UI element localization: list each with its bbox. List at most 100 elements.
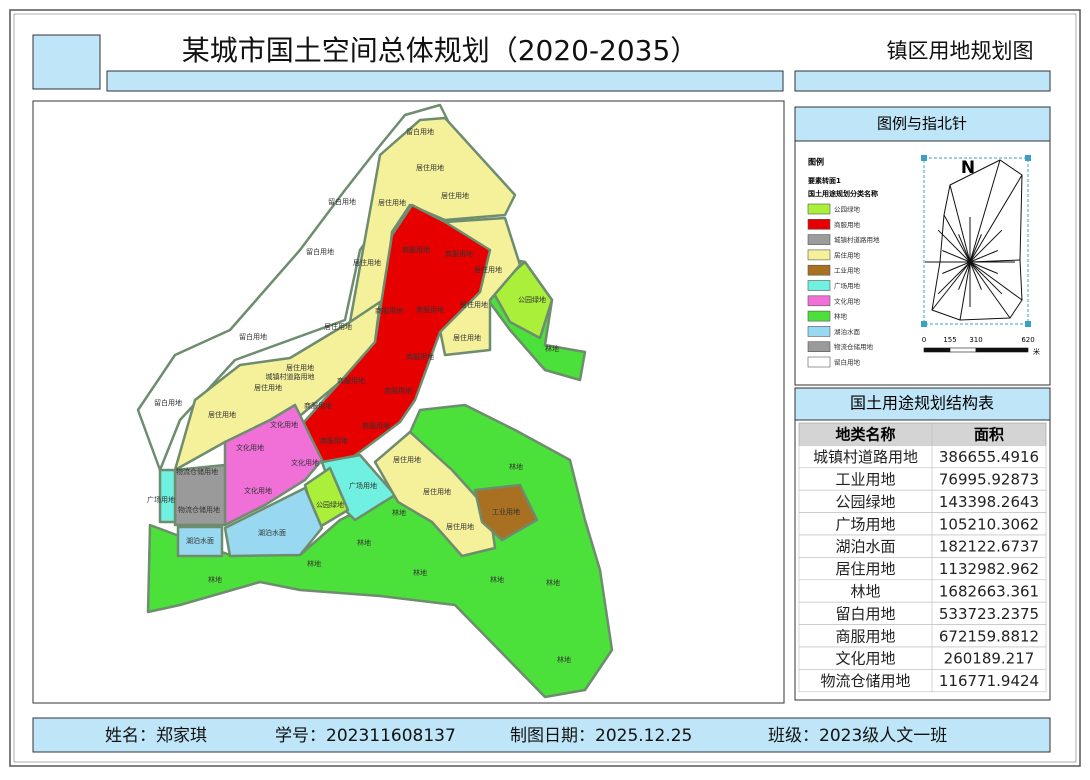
scale-tick-label: 310	[969, 336, 982, 344]
parcel-label: 林地	[307, 559, 321, 568]
parcel-label: 广场用地	[147, 495, 175, 504]
table-cell: 260189.217	[944, 650, 1035, 668]
legend-swatch	[807, 203, 831, 215]
compass-ray	[937, 229, 971, 263]
table-cell: 672159.8812	[939, 627, 1039, 645]
parcel-label: 公园绿地	[316, 500, 344, 509]
map: 留白用地留白用地留白用地留白用地留白用地居住用地居住用地居住用地居住用地居住用地…	[136, 103, 614, 699]
title-bar	[106, 70, 784, 92]
north-label: N	[961, 158, 975, 178]
column-header: 面积	[974, 426, 1004, 444]
footer-item: 姓名：郑家琪	[105, 726, 207, 746]
legend-swatch	[807, 326, 831, 337]
handle	[1025, 155, 1031, 161]
footer-bar	[32, 717, 1051, 753]
legend-swatch	[807, 341, 831, 353]
legend-swatch	[807, 264, 831, 276]
parcel-label: 广场用地	[349, 481, 377, 490]
scale-segment	[923, 347, 951, 353]
legend-label: 林地	[834, 312, 848, 321]
parcel-label: 林地	[546, 578, 560, 587]
parcel-label: 留白用地	[406, 127, 434, 136]
table-cell: 城镇村道路用地	[813, 448, 918, 466]
parcel-label: 商服用地	[445, 249, 473, 258]
parcel-label: 商服用地	[337, 376, 365, 385]
parcel-label: 商服用地	[402, 245, 430, 254]
legend-label: 工业用地	[834, 266, 861, 275]
industrial	[473, 483, 539, 542]
map-subtitle: 镇区用地规划图	[887, 39, 1034, 63]
lake	[176, 525, 224, 558]
inner-border	[13, 13, 1077, 763]
table-cell: 143398.2643	[939, 493, 1039, 511]
table-cell: 116771.9424	[939, 672, 1039, 690]
legend-swatch	[807, 234, 831, 245]
table-cell: 物流仓储用地	[820, 672, 910, 690]
compass-ray	[949, 184, 971, 263]
parcel-label: 商服用地	[416, 305, 444, 314]
parcel-label: 居住用地	[286, 363, 314, 372]
parcel-label: 商服用地	[384, 386, 412, 395]
scale-tick-label: 155	[943, 336, 956, 344]
parcel-label: 林地	[545, 344, 559, 353]
legend-swatch	[807, 356, 831, 368]
parcel-label: 留白用地	[306, 247, 334, 256]
compass-ray	[931, 261, 971, 311]
north-frame	[923, 157, 1029, 325]
table-cell: 工业用地	[835, 471, 895, 489]
table-cell: 林地	[850, 583, 880, 601]
scale-segment	[975, 347, 1029, 353]
parcel-label: 商服用地	[320, 436, 348, 445]
north-arrow	[921, 155, 1031, 327]
parcel-label: 商服用地	[304, 401, 332, 410]
parcel-label: 物流仓储用地	[176, 467, 218, 476]
footer-item: 班级：2023级人文一班	[768, 726, 947, 746]
parcel-label: 居住用地	[208, 410, 236, 419]
table-cell: 182122.6737	[939, 538, 1039, 556]
compass-ray	[943, 214, 971, 263]
scale-segment	[949, 347, 977, 353]
table-cell: 1132982.962	[939, 560, 1039, 578]
compass-ray	[969, 261, 998, 274]
compass-ray	[969, 159, 1001, 263]
table-cell: 居住用地	[835, 560, 895, 578]
legend-panel	[794, 106, 1051, 386]
parcel-label: 文化用地	[236, 443, 264, 452]
legend-label: 商服用地	[834, 220, 861, 229]
parcel-label: 居住用地	[460, 300, 488, 309]
parcel-label: 商服用地	[375, 306, 403, 315]
scale-tick-label: 620	[1021, 336, 1034, 344]
plaza	[158, 468, 177, 524]
parcel-label: 林地	[509, 462, 523, 471]
table-title-bar	[794, 387, 1051, 421]
parcel-label: 湖泊水面	[258, 528, 286, 537]
table-cell: 留白用地	[835, 605, 895, 623]
table-cell: 105210.3062	[939, 515, 1039, 533]
table-row	[798, 669, 1047, 693]
parcel-label: 居住用地	[324, 322, 352, 331]
footer-item: 制图日期：2025.12.25	[510, 726, 692, 746]
parcel-label: 留白用地	[239, 332, 267, 341]
scale-tick-label: 0	[922, 336, 926, 344]
table-cell: 1682663.361	[939, 583, 1039, 601]
table-cell: 文化用地	[835, 650, 895, 668]
parcel-label: 林地	[557, 655, 571, 664]
parcel-label: 林地	[208, 575, 222, 584]
parcel-label: 林地	[413, 568, 427, 577]
culture	[223, 403, 324, 527]
parcel-label: 林地	[392, 508, 406, 517]
legend-label: 物流仓储用地	[834, 342, 874, 351]
compass-ray	[969, 261, 982, 290]
footer: 姓名：郑家琪 学号：202311608137 制图日期：2025.12.25 班级：2…	[105, 726, 947, 746]
compass-ray	[958, 261, 971, 290]
parcel-label: 居住用地	[416, 163, 444, 172]
column-header: 地类名称	[835, 426, 895, 444]
parcel-label: 城镇村道路用地	[266, 372, 315, 381]
table-cell: 386655.4916	[939, 448, 1039, 466]
legend-swatch	[807, 249, 831, 261]
parcel-label: 湖泊水面	[186, 536, 214, 545]
table-title: 国土用途规划结构表	[850, 394, 994, 413]
parcel-label: 居住用地	[378, 198, 406, 207]
legend-swatch	[807, 310, 831, 322]
parcel-label: 居住用地	[254, 383, 282, 392]
